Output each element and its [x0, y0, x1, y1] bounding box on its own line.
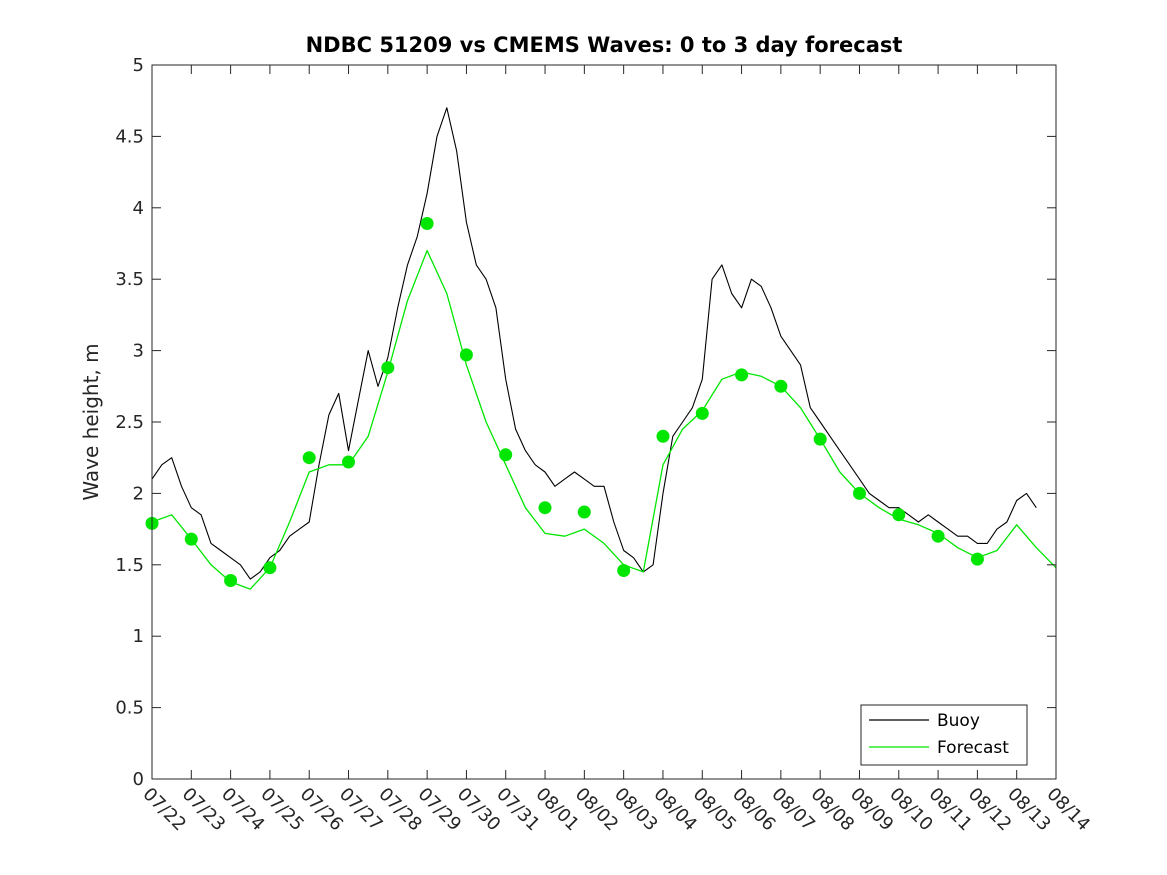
y-axis: 0 0.5 1 1.5 2 2.5 3 3.5 4 4.5 5	[115, 55, 1056, 790]
forecast-marker	[656, 429, 670, 443]
forecast-marker	[420, 217, 434, 230]
chart-title: NDBC 51209 vs CMEMS Waves: 0 to 3 day fo…	[306, 33, 903, 57]
forecast-marker	[577, 505, 591, 519]
series-line-buoy	[151, 107, 1037, 580]
forecast-marker	[499, 448, 513, 462]
forecast-marker	[695, 406, 709, 420]
forecast-marker	[892, 508, 906, 522]
legend: Buoy Forecast	[860, 704, 1028, 766]
plot-area	[152, 65, 1056, 779]
forecast-marker	[342, 455, 355, 469]
y-tick-label: 4	[133, 198, 144, 219]
y-tick-label: 1	[133, 626, 144, 647]
legend-box	[860, 704, 1028, 766]
forecast-marker	[931, 529, 945, 543]
forecast-marker	[735, 368, 749, 382]
forecast-marker	[813, 432, 827, 446]
forecast-marker	[774, 379, 788, 393]
y-tick-label: 0.5	[115, 698, 144, 719]
forecast-marker	[184, 532, 198, 546]
y-tick-label: 3	[133, 341, 144, 362]
forecast-marker	[538, 501, 552, 515]
y-tick-label: 4.5	[115, 126, 144, 147]
forecast-marker	[302, 451, 316, 465]
forecast-marker	[263, 561, 277, 575]
forecast-marker	[381, 361, 395, 375]
forecast-marker	[853, 486, 866, 500]
y-tick-label: 2	[133, 483, 144, 504]
forecast-marker	[970, 552, 984, 566]
series-line-forecast	[151, 249, 1057, 590]
y-tick-label: 0	[133, 769, 144, 790]
y-tick-label: 3.5	[115, 269, 144, 290]
series-layer	[151, 107, 1057, 590]
y-tick-label: 2.5	[115, 412, 144, 433]
legend-forecast-label: Forecast	[937, 738, 1009, 758]
y-axis-label: Wave height, m	[79, 343, 103, 500]
forecast-marker	[617, 564, 631, 577]
forecast-marker	[459, 348, 473, 362]
forecast-marker	[224, 574, 238, 587]
legend-buoy-label: Buoy	[937, 711, 980, 731]
y-tick-label: 1.5	[115, 555, 144, 576]
y-tick-label: 5	[133, 55, 144, 76]
